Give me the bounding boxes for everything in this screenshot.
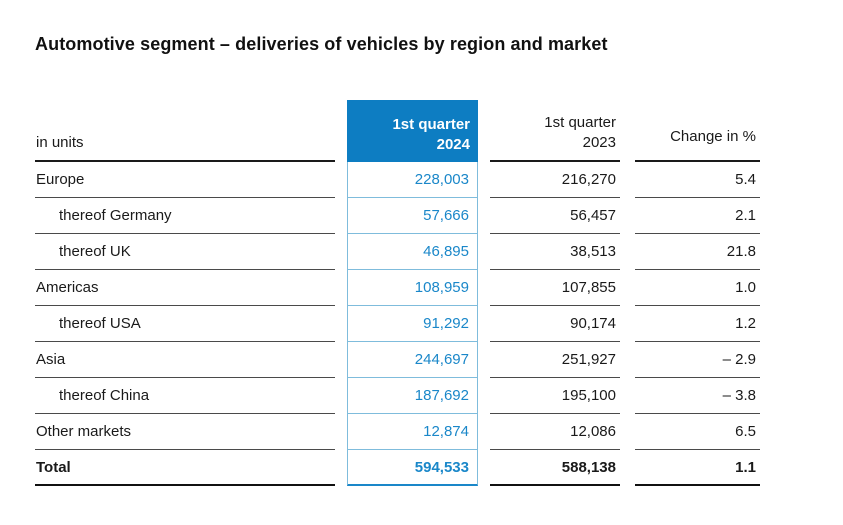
value-q1-2024: 12,874	[347, 414, 478, 450]
value-change: 1.0	[635, 270, 760, 306]
value-q1-2024: 594,533	[347, 450, 478, 486]
unit-label: in units	[35, 100, 335, 162]
column-header-q1-2023-line2: 2023	[582, 134, 616, 151]
value-q1-2023: 12,086	[490, 414, 620, 450]
table-row-americas: Americas 108,959 107,855 1.0	[35, 270, 760, 306]
value-change: – 2.9	[635, 342, 760, 378]
table-row-thereof-china: thereof China 187,692 195,100 – 3.8	[35, 378, 760, 414]
value-q1-2023: 38,513	[490, 234, 620, 270]
value-change: 5.4	[635, 162, 760, 198]
table-row-thereof-germany: thereof Germany 57,666 56,457 2.1	[35, 198, 760, 234]
row-label: Europe	[35, 162, 335, 198]
value-change: 21.8	[635, 234, 760, 270]
value-change: 6.5	[635, 414, 760, 450]
value-q1-2023: 251,927	[490, 342, 620, 378]
value-q1-2023: 56,457	[490, 198, 620, 234]
table-header-row: in units 1st quarter 2024 1st quarter 20…	[35, 100, 760, 162]
row-label: thereof China	[35, 378, 335, 414]
page-title: Automotive segment – deliveries of vehic…	[35, 34, 608, 54]
table-row-thereof-usa: thereof USA 91,292 90,174 1.2	[35, 306, 760, 342]
value-change: 1.2	[635, 306, 760, 342]
column-header-q1-2023-line1: 1st quarter	[544, 114, 616, 131]
value-q1-2023: 90,174	[490, 306, 620, 342]
value-q1-2024: 46,895	[347, 234, 478, 270]
column-header-q1-2024-line2: 2024	[436, 136, 470, 153]
row-label: Asia	[35, 342, 335, 378]
column-header-q1-2024-line1: 1st quarter	[392, 116, 470, 133]
table-row-total: Total 594,533 588,138 1.1	[35, 450, 760, 486]
value-q1-2024: 91,292	[347, 306, 478, 342]
row-label: Americas	[35, 270, 335, 306]
value-q1-2024: 244,697	[347, 342, 478, 378]
column-header-q1-2023: 1st quarter 2023	[490, 100, 620, 162]
value-q1-2023: 107,855	[490, 270, 620, 306]
value-q1-2024: 187,692	[347, 378, 478, 414]
column-header-change: Change in %	[635, 100, 760, 162]
table-row-thereof-uk: thereof UK 46,895 38,513 21.8	[35, 234, 760, 270]
deliveries-table: in units 1st quarter 2024 1st quarter 20…	[35, 100, 760, 486]
row-label: Other markets	[35, 414, 335, 450]
value-change: 2.1	[635, 198, 760, 234]
row-label: Total	[35, 450, 335, 486]
table-row-asia: Asia 244,697 251,927 – 2.9	[35, 342, 760, 378]
value-change: – 3.8	[635, 378, 760, 414]
value-q1-2023: 588,138	[490, 450, 620, 486]
value-change: 1.1	[635, 450, 760, 486]
value-q1-2024: 228,003	[347, 162, 478, 198]
value-q1-2023: 195,100	[490, 378, 620, 414]
row-label: thereof UK	[35, 234, 335, 270]
row-label: thereof Germany	[35, 198, 335, 234]
row-label: thereof USA	[35, 306, 335, 342]
value-q1-2024: 57,666	[347, 198, 478, 234]
value-q1-2023: 216,270	[490, 162, 620, 198]
value-q1-2024: 108,959	[347, 270, 478, 306]
table-row-europe: Europe 228,003 216,270 5.4	[35, 162, 760, 198]
column-header-q1-2024: 1st quarter 2024	[347, 100, 478, 162]
table-row-other-markets: Other markets 12,874 12,086 6.5	[35, 414, 760, 450]
